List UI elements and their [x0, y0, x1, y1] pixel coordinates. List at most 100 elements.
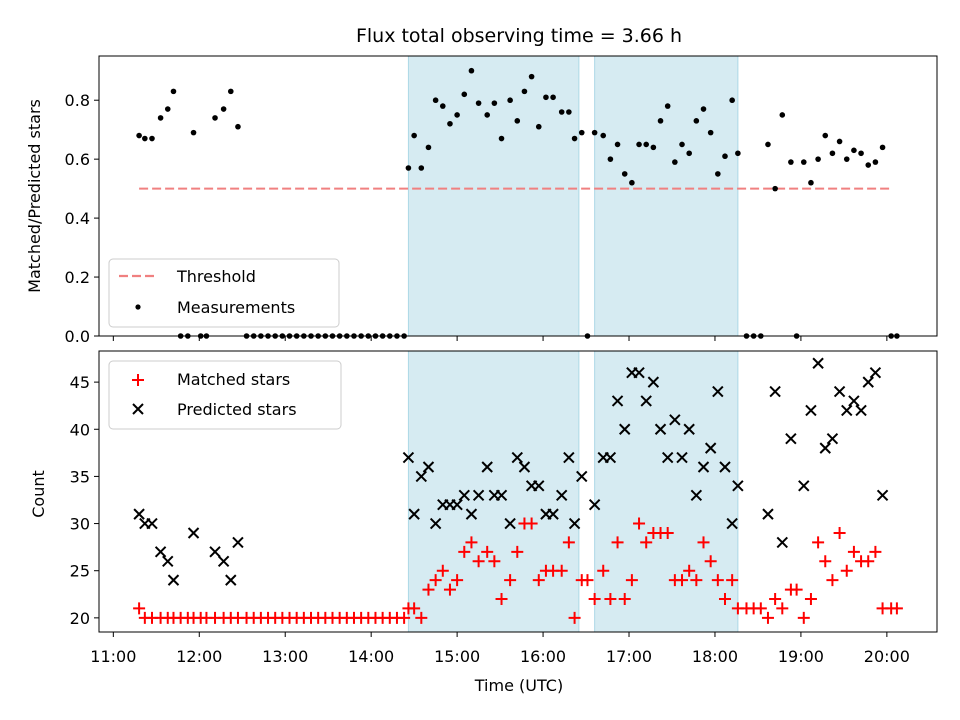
measurement-point	[411, 132, 417, 139]
measurement-point	[679, 141, 685, 148]
predicted-star-point	[458, 489, 470, 501]
predicted-star-point	[465, 508, 478, 520]
matched-star-point	[504, 574, 517, 587]
matched-star-point	[133, 602, 146, 615]
measurement-point	[686, 150, 692, 157]
measurement-point	[843, 156, 850, 162]
matched-star-point	[754, 602, 767, 615]
bottom-shaded-regions	[407, 350, 739, 633]
predicted-star-point	[167, 574, 180, 586]
chart-title: Flux total observing time = 3.66 h	[356, 25, 682, 47]
measurement-point	[578, 129, 585, 136]
matched-star-point	[408, 602, 421, 615]
top-panel-frame	[98, 55, 938, 337]
y-tick-label: 45	[70, 373, 90, 392]
matched-star-point	[869, 545, 882, 558]
predicted-star-point	[162, 555, 174, 567]
top-legend: Threshold Measurements	[108, 258, 340, 328]
matched-star-point	[465, 536, 478, 549]
predicted-star-point	[133, 508, 145, 520]
measurement-point	[484, 112, 491, 118]
bottom-legend: Matched stars Predicted stars	[108, 360, 342, 430]
x-tick-label: 14:00	[348, 647, 394, 666]
measurement-point	[808, 179, 814, 186]
predicted-star-point	[547, 508, 559, 520]
matched-star-point	[532, 574, 545, 587]
measurement-point	[772, 185, 778, 192]
matched-star-point	[581, 574, 594, 587]
predicted-star-point	[533, 480, 545, 492]
matched-star-point	[862, 555, 875, 568]
measurement-point	[432, 97, 439, 104]
measurement-point	[650, 144, 657, 151]
matched-star-point	[415, 611, 428, 624]
measurement-point	[621, 171, 628, 177]
predicted-star-point	[848, 395, 860, 407]
predicted-star-point	[869, 366, 882, 379]
top-shaded-regions	[407, 55, 739, 337]
y-tick-label: 0.8	[65, 91, 90, 110]
predicted-star-point	[726, 517, 738, 530]
measurement-point	[535, 123, 542, 130]
measurement-point	[475, 100, 482, 106]
matched-star-point	[588, 592, 601, 605]
matched-star-point	[562, 536, 575, 549]
matched-star-point	[436, 564, 449, 577]
matched-star-point	[819, 555, 832, 568]
matched-star-point	[451, 574, 464, 587]
matched-legend-label: Matched stars	[177, 370, 290, 389]
measurements-legend-swatch	[135, 304, 141, 310]
matched-star-point	[804, 592, 817, 605]
measurement-point	[829, 150, 836, 157]
predicted-star-point	[451, 498, 463, 511]
predicted-star-point	[472, 489, 485, 501]
matched-star-point	[826, 574, 839, 587]
measurement-point	[571, 135, 578, 142]
predicted-star-point	[776, 536, 788, 549]
x-axis-label: Time (UTC)	[474, 676, 563, 695]
measurement-point	[507, 97, 513, 104]
matched-star-point	[429, 574, 442, 587]
measurement-point	[614, 141, 621, 148]
top-panel: 0.00.20.40.60.8 Matched/Predicted stars …	[25, 55, 938, 346]
predicted-star-point	[146, 517, 158, 530]
matched-star-point	[776, 602, 789, 615]
bottom-panel: 11:00 12:00 13:00 14:00 15:00 16:00 17:00 18:00…	[29, 350, 938, 695]
predicted-star-point	[604, 451, 617, 464]
bottom-y-axis-label: Count	[29, 470, 48, 518]
measurement-point	[636, 141, 642, 148]
matched-star-point	[718, 592, 731, 605]
measurement-point	[815, 156, 821, 162]
matched-star-point	[690, 574, 703, 587]
measurement-point	[865, 162, 872, 168]
measurement-point	[550, 94, 556, 101]
measurement-point	[212, 115, 218, 121]
bottom-legend-box	[108, 360, 342, 430]
y-tick-label: 0.4	[65, 209, 90, 228]
predicted-star-point	[187, 527, 200, 539]
measurement-point	[491, 100, 498, 106]
top-axis-ticks: 0.0 0.2 0.4 0.6 0.8	[65, 91, 888, 346]
predicted-star-point	[619, 423, 631, 435]
measurement-point	[405, 165, 412, 171]
measurements-legend-label: Measurements	[177, 298, 295, 317]
measurement-point	[693, 118, 700, 124]
measurement-point	[447, 120, 453, 127]
measurement-point	[170, 88, 177, 95]
predicted-star-point	[481, 461, 493, 473]
measurement-point	[227, 88, 234, 95]
predicted-star-point	[762, 508, 774, 520]
matched-star-point	[769, 592, 782, 605]
predicted-star-point	[798, 480, 810, 492]
predicted-star-point	[855, 404, 867, 417]
y-tick-label: 40	[70, 420, 90, 439]
predicted-star-point	[225, 574, 237, 586]
predicted-star-point	[633, 366, 645, 379]
measurement-point	[418, 165, 425, 171]
predicted-star-point	[712, 385, 724, 398]
threshold-legend-label: Threshold	[176, 267, 256, 286]
predicted-star-point	[217, 555, 230, 567]
x-tick-label: 13:00	[262, 647, 308, 666]
matched-star-point	[633, 517, 646, 530]
measurement-point	[700, 106, 707, 112]
